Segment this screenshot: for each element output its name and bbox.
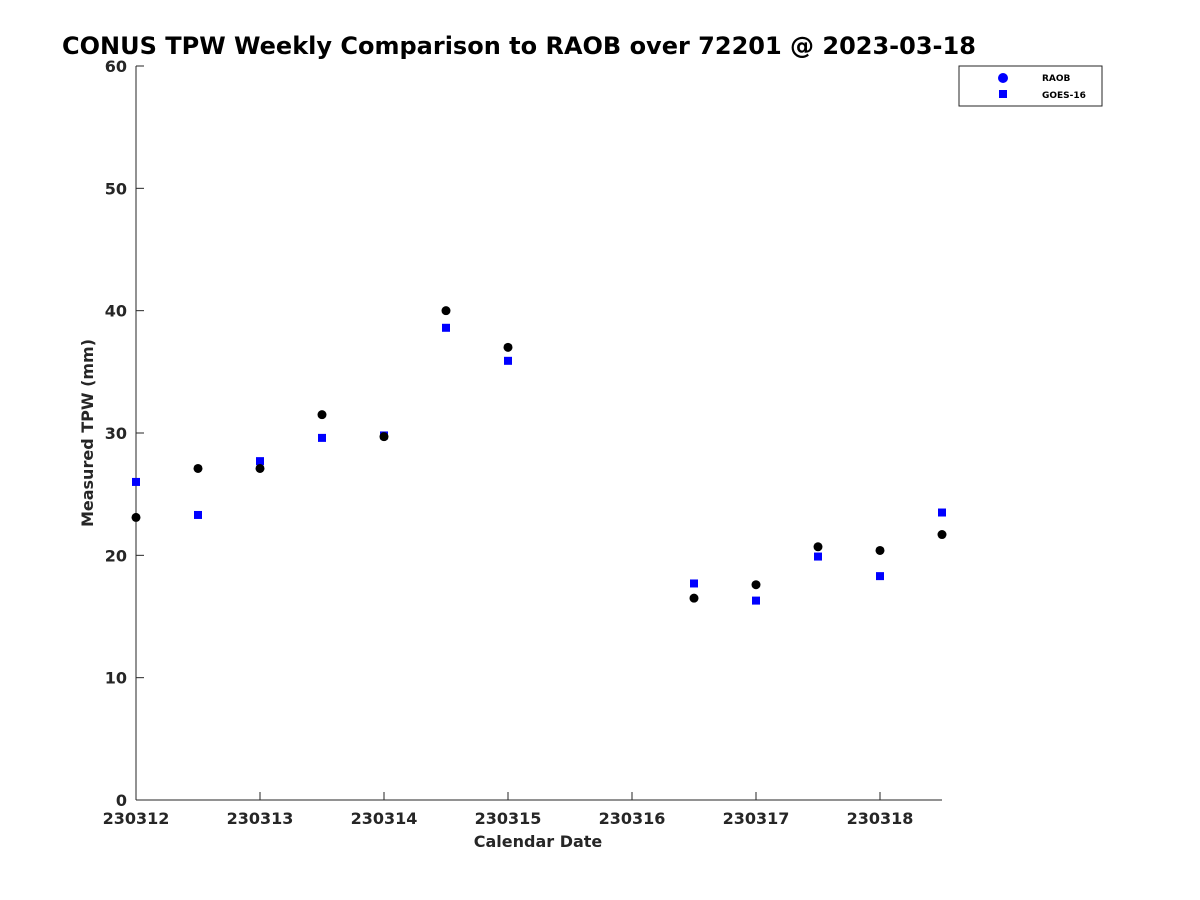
goes16-point <box>132 477 140 486</box>
x-axis-label: Calendar Date <box>474 832 603 851</box>
goes16-point <box>256 457 264 466</box>
x-tick-label: 230316 <box>599 809 666 828</box>
raob-point <box>937 530 947 540</box>
legend-raob-marker <box>998 73 1008 83</box>
raob-point <box>193 463 203 473</box>
x-tick-label: 230314 <box>351 809 418 828</box>
x-tick-label: 230313 <box>227 809 294 828</box>
goes16-point <box>752 596 760 605</box>
y-tick-label: 40 <box>105 302 127 321</box>
goes16-point <box>318 433 326 442</box>
legend-goes-label: GOES-16 <box>1042 91 1086 101</box>
goes16-point <box>194 510 202 519</box>
y-axis-label: Measured TPW (mm) <box>78 339 97 527</box>
x-tick-label: 230312 <box>103 809 170 828</box>
raob-point <box>255 463 265 473</box>
raob-point <box>441 306 451 316</box>
raob-point <box>875 545 885 555</box>
legend-raob-label: RAOB <box>1042 74 1071 84</box>
y-tick-label: 0 <box>116 791 127 810</box>
raob-point <box>317 410 327 420</box>
x-tick-label: 230317 <box>723 809 790 828</box>
raob-point <box>689 593 699 603</box>
goes16-point <box>504 356 512 365</box>
x-ticks: 230312 230313 230314 230315 230316 230317 2303… <box>103 792 914 828</box>
y-tick-label: 60 <box>105 57 127 76</box>
raob-point <box>131 512 141 522</box>
axes <box>135 66 942 801</box>
legend-box <box>958 65 1103 107</box>
raob-point <box>379 432 389 442</box>
y-tick-label: 20 <box>105 546 127 565</box>
data-points <box>131 306 947 605</box>
goes16-point <box>938 508 946 517</box>
x-tick-label: 230315 <box>475 809 542 828</box>
y-tick-label: 50 <box>105 179 127 198</box>
chart-title: CONUS TPW Weekly Comparison to RAOB over… <box>62 32 976 60</box>
x-tick-label: 230318 <box>847 809 914 828</box>
goes16-point <box>814 552 822 561</box>
y-tick-label: 10 <box>105 669 127 688</box>
raob-point <box>503 342 513 352</box>
goes16-point <box>442 323 450 332</box>
goes16-point <box>690 579 698 588</box>
y-tick-label: 30 <box>105 424 127 443</box>
legend-goes-marker <box>999 90 1007 98</box>
y-ticks: 0 10 20 30 40 50 60 <box>105 57 144 810</box>
raob-point <box>751 580 761 590</box>
legend: RAOB GOES-16 <box>958 65 1103 107</box>
goes16-point <box>876 572 884 581</box>
raob-point <box>813 542 823 552</box>
